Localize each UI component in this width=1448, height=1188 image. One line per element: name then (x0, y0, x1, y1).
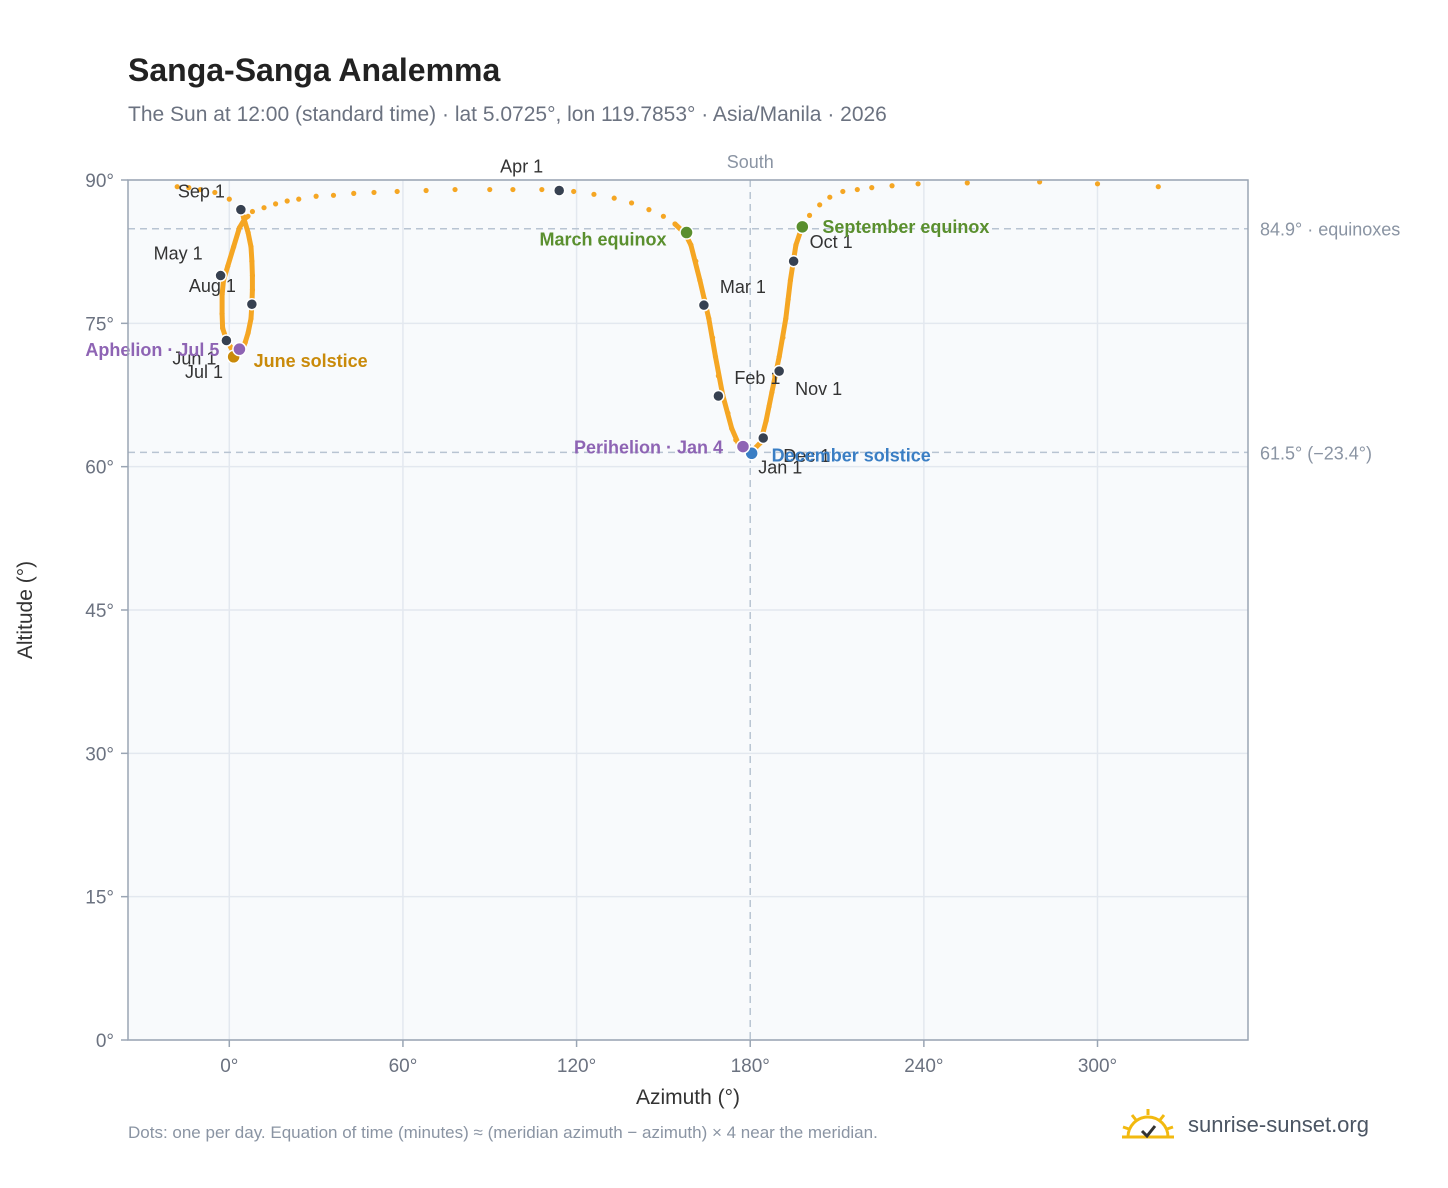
daily-dot (330, 192, 337, 198)
daily-dot (915, 181, 921, 187)
daily-dot (646, 207, 652, 213)
x-tick-label: 180° (731, 1056, 770, 1077)
y-tick-label: 90° (85, 171, 114, 192)
month-label: Oct 1 (810, 232, 853, 252)
daily-dot (351, 190, 357, 196)
daily-dot (249, 208, 256, 215)
chart-subtitle: The Sun at 12:00 (standard time) · lat 5… (128, 103, 887, 126)
daily-dot (487, 186, 493, 193)
daily-dot (840, 188, 846, 195)
x-tick-label: 60° (389, 1056, 418, 1077)
daily-dot (611, 195, 617, 201)
daily-dot (869, 185, 875, 191)
daily-dot (827, 194, 833, 200)
y-tick-label: 45° (85, 601, 114, 622)
month-marker (214, 269, 227, 282)
month-label: Feb 1 (734, 368, 780, 388)
daily-dot (510, 186, 516, 193)
y-tick-label: 15° (85, 888, 114, 909)
month-label: Jun 1 (172, 349, 216, 369)
event-marker (679, 225, 694, 240)
sun-logo-icon (1122, 1109, 1174, 1139)
daily-dot (272, 201, 279, 207)
month-marker (245, 297, 259, 311)
daily-dot (212, 189, 218, 196)
event-label: June solstice (254, 351, 368, 371)
event-marker (795, 219, 810, 235)
event-markers: March equinox September equinox June solst… (85, 217, 989, 465)
daily-dot (1094, 181, 1101, 187)
page-title: Sanga-Sanga Analemma (128, 52, 501, 88)
daily-dot (660, 213, 667, 219)
month-label: Jul 1 (185, 362, 223, 382)
axis-ticks: 0° 60° 120° 180° 240° 300° 0° 15° 30° 45° 60° 75° 90… (85, 171, 1117, 1077)
meridian-label: South (727, 152, 774, 172)
y-tick-label: 0° (96, 1031, 114, 1052)
daily-dot (1155, 184, 1161, 190)
x-tick-label: 240° (904, 1056, 943, 1077)
reference-lines: South 84.9° · equinoxes 61.5° (−23.4°) (128, 152, 1400, 1040)
month-label: Mar 1 (720, 277, 766, 297)
month-label: Aug 1 (189, 276, 236, 296)
x-tick-label: 120° (557, 1056, 596, 1077)
event-marker (735, 439, 751, 454)
brand[interactable]: sunrise-sunset.org (1120, 1100, 1369, 1150)
daily-dot (964, 180, 970, 186)
month-marker (756, 431, 770, 445)
month-label: Sep 1 (178, 182, 225, 202)
daily-dot (197, 186, 203, 193)
daily-dot (371, 189, 377, 196)
y-tick-label: 30° (85, 744, 114, 765)
month-marker (787, 254, 800, 268)
daily-dot (394, 188, 400, 195)
month-marker (552, 184, 566, 197)
daily-dot (284, 198, 290, 204)
y-axis-title: Altitude (°) (14, 561, 37, 659)
daily-dot (313, 193, 319, 199)
month-marker (712, 389, 725, 403)
month-marker (772, 364, 786, 378)
event-label: March equinox (540, 230, 667, 250)
chart-footnote: Dots: one per day. Equation of time (min… (128, 1123, 878, 1142)
month-label: Dec 1 (783, 446, 830, 466)
month-marker (697, 298, 711, 312)
month-label: May 1 (154, 244, 203, 264)
reference-line-label: 61.5° (−23.4°) (1260, 443, 1372, 463)
event-label: September equinox (822, 217, 989, 237)
y-tick-label: 60° (85, 458, 114, 479)
month-marker (234, 203, 248, 216)
daily-dot (174, 184, 180, 190)
daily-dot (226, 196, 232, 202)
daily-dot (423, 187, 429, 194)
daily-dot (817, 202, 823, 208)
daily-dot (261, 205, 267, 211)
daily-dot (186, 185, 192, 191)
daily-dot (539, 186, 545, 193)
x-tick-label: 300° (1078, 1056, 1117, 1077)
month-marker (220, 334, 233, 347)
daily-dot (452, 186, 458, 193)
daily-dot (806, 212, 813, 218)
event-label: Perihelion · Jan 4 (574, 438, 723, 458)
daily-dot (591, 191, 597, 197)
daily-dot (889, 183, 895, 189)
event-marker (232, 341, 247, 357)
daily-dot (854, 186, 860, 193)
brand-name: sunrise-sunset.org (1188, 1112, 1369, 1137)
event-label: December solstice (772, 445, 931, 465)
reference-line-label: 84.9° · equinoxes (1260, 220, 1400, 240)
month-label: Jan 1 (758, 457, 802, 477)
event-label: Aphelion · Jul 5 (85, 340, 219, 360)
x-tick-label: 0° (220, 1056, 238, 1077)
month-label: Nov 1 (795, 379, 842, 399)
month-label: Apr 1 (500, 157, 543, 177)
y-tick-label: 75° (85, 314, 114, 335)
x-axis-title: Azimuth (°) (636, 1086, 740, 1109)
daily-dot (571, 188, 577, 195)
daily-dot (628, 200, 635, 206)
daily-dot (296, 196, 302, 202)
